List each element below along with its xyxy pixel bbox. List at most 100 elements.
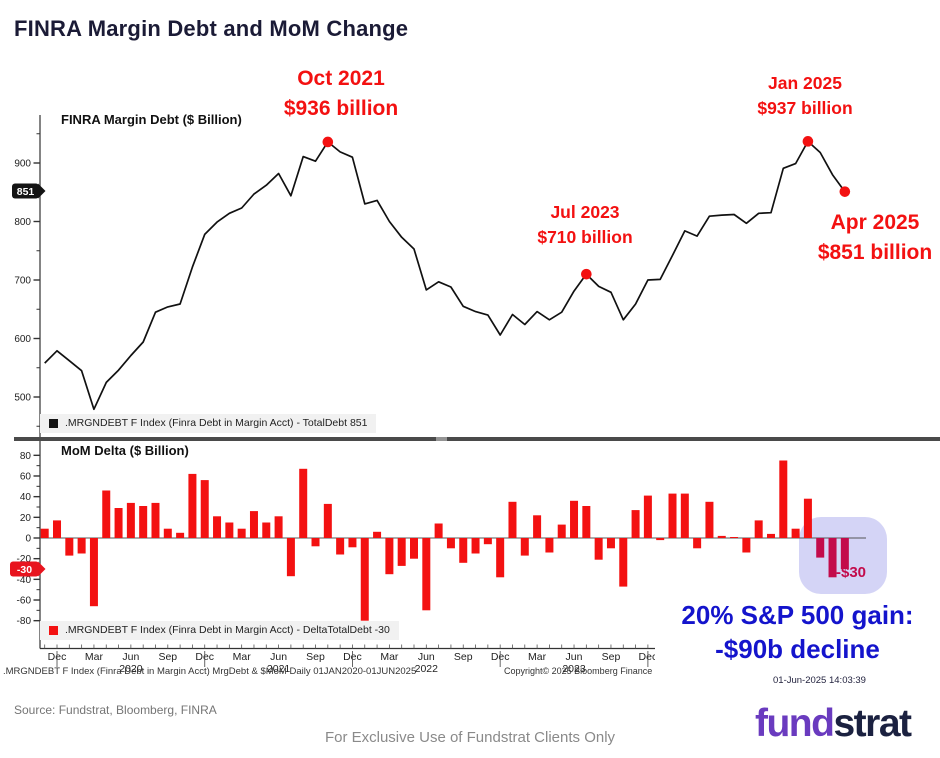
svg-text:800: 800 — [14, 217, 31, 228]
source-line: Source: Fundstrat, Bloomberg, FINRA — [14, 703, 217, 717]
svg-text:500: 500 — [14, 393, 31, 404]
mom-delta-bar — [730, 537, 739, 538]
svg-text:-80: -80 — [17, 616, 32, 627]
panel-divider-handle[interactable] — [436, 437, 447, 441]
svg-text:Jun: Jun — [270, 651, 287, 663]
mom-delta-bar — [397, 538, 406, 566]
mom-delta-bar — [299, 468, 308, 538]
svg-text:20: 20 — [20, 513, 32, 524]
disclaimer-text: For Exclusive Use of Fundstrat Clients O… — [324, 729, 616, 746]
mom-delta-bar — [545, 538, 554, 553]
marked-point-dot — [839, 186, 851, 197]
mom-delta-bar — [323, 503, 332, 538]
svg-text:700: 700 — [14, 276, 31, 287]
mom-delta-bar — [286, 538, 295, 577]
svg-text:2021: 2021 — [267, 663, 291, 675]
mom-delta-bar — [803, 498, 812, 538]
top-chart-legend: .MRGNDEBT F Index (Finra Debt in Margin … — [40, 414, 377, 433]
svg-text:40: 40 — [20, 492, 32, 503]
bottom-chart-legend: .MRGNDEBT F Index (Finra Debt in Margin … — [40, 621, 399, 640]
bottom-chart-legend-text: .MRGNDEBT F Index (Finra Debt in Margin … — [65, 624, 390, 636]
mom-delta-bar — [828, 538, 837, 578]
mom-delta-bar — [126, 502, 135, 538]
last-value-tag-bottom: -30 — [10, 561, 46, 577]
svg-text:Sep: Sep — [454, 651, 473, 663]
sp500-note-line1: 20% S&P 500 gain: — [681, 600, 914, 630]
svg-text:-60: -60 — [17, 596, 32, 607]
mom-delta-bar — [225, 522, 234, 538]
mom-delta-bar — [311, 538, 320, 547]
page-title: FINRA Margin Debt and MoM Change — [14, 16, 409, 41]
svg-text:Mar: Mar — [233, 651, 252, 663]
fundstrat-logo: fundstrat — [755, 702, 912, 746]
mom-delta-bar — [65, 538, 74, 556]
callout-jan-2025: Jan 2025 $937 billion — [715, 71, 895, 121]
mom-delta-bar — [791, 528, 800, 538]
bottom-chart-title: MoM Delta ($ Billion) — [61, 443, 189, 458]
mom-delta-bar — [434, 523, 443, 538]
mom-delta-bar — [471, 538, 480, 554]
callout-apr-2025-value: $851 billion — [817, 240, 933, 264]
top-chart-title: FINRA Margin Debt ($ Billion) — [61, 112, 242, 127]
mom-delta-bar — [779, 460, 788, 538]
top-chart-legend-text: .MRGNDEBT F Index (Finra Debt in Margin … — [65, 417, 368, 429]
mom-delta-bar — [693, 538, 702, 549]
mom-delta-bar — [582, 506, 591, 538]
sp500-note-line2: -$90b decline — [715, 634, 880, 664]
callout-jul-2023-value: $710 billion — [537, 226, 633, 247]
mom-delta-bar — [459, 538, 468, 563]
svg-text:2020: 2020 — [119, 663, 143, 675]
highlight-value-label: -$30 — [836, 564, 867, 581]
mom-delta-bar — [570, 500, 579, 538]
mom-delta-bar — [249, 511, 258, 538]
svg-text:Sep: Sep — [158, 651, 177, 663]
mom-delta-bar — [262, 522, 271, 538]
callout-apr-2025: Apr 2025 $851 billion — [786, 208, 940, 268]
mom-delta-bar — [668, 493, 677, 538]
svg-text:Jun: Jun — [418, 651, 435, 663]
svg-text:600: 600 — [14, 334, 31, 345]
mom-delta-bar — [410, 538, 418, 559]
mom-delta-bar — [594, 538, 603, 560]
bloomberg-copyright: Copyright© 2025 Bloomberg Finance L.P. — [504, 666, 670, 676]
svg-text:80: 80 — [20, 451, 32, 462]
mom-delta-bar — [816, 538, 825, 558]
mom-delta-bar — [200, 480, 209, 538]
svg-text:851: 851 — [17, 186, 35, 198]
fundstrat-logo-fund: fund — [755, 702, 835, 745]
sp500-note: 01-Jun-2025 14:03:39 20% S&P 500 gain: -… — [655, 598, 940, 686]
mom-delta-bar — [360, 538, 369, 621]
mom-delta-bar — [237, 528, 246, 538]
mom-delta-bar — [656, 538, 665, 541]
svg-text:-20: -20 — [17, 554, 32, 565]
callout-oct-2021: Oct 2021 $936 billion — [246, 64, 436, 124]
callout-apr-2025-date: Apr 2025 — [830, 211, 920, 234]
panel-divider[interactable] — [14, 437, 940, 441]
mom-delta-bar — [336, 538, 345, 555]
mom-delta-bar — [840, 538, 849, 569]
marked-point-dot — [581, 268, 592, 280]
svg-text:2022: 2022 — [415, 663, 439, 675]
mom-delta-bar — [163, 528, 172, 538]
mom-delta-bar — [508, 501, 517, 538]
mom-delta-bar — [754, 520, 763, 538]
mom-delta-bars — [40, 460, 849, 621]
mom-delta-bar — [520, 538, 529, 556]
margin-debt-panel: 900 800 700 600 500 851 — [12, 115, 851, 437]
total-debt-legend-swatch — [49, 418, 58, 428]
svg-text:Jun: Jun — [122, 651, 139, 663]
mom-delta-bar — [717, 535, 726, 538]
mom-delta-bar — [213, 516, 222, 538]
mom-delta-bar — [422, 538, 431, 611]
svg-text:-40: -40 — [17, 575, 32, 586]
mom-delta-bar — [89, 538, 98, 607]
mom-delta-bar — [151, 502, 160, 538]
mom-delta-bar — [114, 508, 123, 538]
svg-text:Sep: Sep — [306, 651, 325, 663]
mom-delta-bar — [102, 490, 111, 538]
mom-delta-bar — [40, 528, 49, 538]
callout-jul-2023-date: Jul 2023 — [550, 202, 620, 222]
mom-delta-bar — [680, 493, 689, 538]
mom-delta-bar — [742, 538, 751, 553]
